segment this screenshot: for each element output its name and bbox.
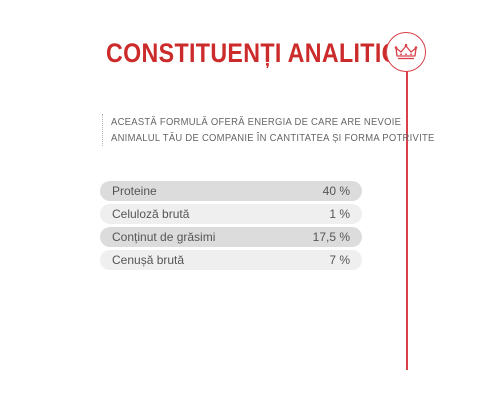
constituent-value: 7 % (329, 253, 350, 267)
intro-line: ACEASTĂ FORMULĂ OFERĂ ENERGIA DE CARE AR… (111, 116, 402, 128)
constituent-value: 40 % (322, 184, 350, 198)
table-row: Conținut de grăsimi 17,5 % (100, 227, 362, 247)
table-row: Celuloză brută 1 % (100, 204, 362, 224)
constituents-table: Proteine 40 % Celuloză brută 1 % Conținu… (100, 181, 362, 273)
constituent-value: 17,5 % (312, 230, 350, 244)
brand-badge (386, 32, 426, 72)
constituent-label: Celuloză brută (112, 207, 190, 221)
constituent-value: 1 % (329, 207, 350, 221)
table-row: Proteine 40 % (100, 181, 362, 201)
page-title: CONSTITUENȚI ANALITICI (106, 38, 406, 68)
table-row: Cenușă brută 7 % (100, 250, 362, 270)
constituent-label: Proteine (112, 184, 157, 198)
vertical-divider (406, 70, 408, 370)
intro-line: ANIMALUL TĂU DE COMPANIE ÎN CANTITATEA Ș… (111, 132, 435, 144)
constituent-label: Cenușă brută (112, 253, 185, 267)
constituent-label: Conținut de grăsimi (112, 230, 216, 244)
intro-text: ACEASTĂ FORMULĂ OFERĂ ENERGIA DE CARE AR… (102, 114, 471, 146)
